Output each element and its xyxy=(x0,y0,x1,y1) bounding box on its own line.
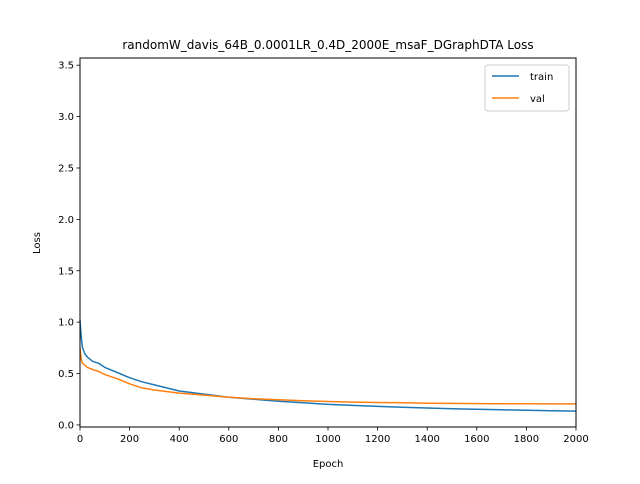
y-axis-label: Loss xyxy=(32,232,43,254)
x-tick-label: 1200 xyxy=(365,434,390,445)
y-tick-label: 1.5 xyxy=(58,266,74,277)
y-tick-label: 1.0 xyxy=(58,318,74,329)
x-tick-label: 0 xyxy=(77,434,83,445)
x-tick-label: 1600 xyxy=(464,434,489,445)
x-tick-label: 600 xyxy=(219,434,238,445)
y-tick-label: 0.0 xyxy=(58,420,74,431)
legend-box xyxy=(484,64,570,112)
y-tick-label: 3.5 xyxy=(58,61,74,72)
y-tick-label: 3.0 xyxy=(58,112,74,123)
x-tick-label: 1000 xyxy=(315,434,340,445)
plot-frame xyxy=(79,57,577,428)
y-tick-label: 2.0 xyxy=(58,215,74,226)
x-tick-label: 200 xyxy=(120,434,139,445)
y-tick-label: 0.5 xyxy=(58,369,74,380)
y-axis-ticks: 0.0 0.5 1.0 1.5 2.0 2.5 3.0 3.5 xyxy=(58,61,80,431)
series-line-train xyxy=(79,320,577,412)
legend: train val xyxy=(484,64,570,112)
x-tick-label: 400 xyxy=(170,434,189,445)
y-tick-label: 2.5 xyxy=(58,163,74,174)
x-tick-label: 1400 xyxy=(414,434,439,445)
legend-val-label: val xyxy=(530,94,545,105)
legend-train-label: train xyxy=(530,72,553,83)
plot-lines xyxy=(79,320,577,412)
x-axis-label: Epoch xyxy=(313,459,344,470)
series-line-val xyxy=(79,347,576,405)
chart-title: randomW_davis_64B_0.0001LR_0.4D_2000E_ms… xyxy=(122,38,533,52)
x-tick-label: 1800 xyxy=(514,434,539,445)
x-tick-label: 2000 xyxy=(563,434,588,445)
x-tick-label: 800 xyxy=(269,434,288,445)
x-axis-ticks: 0 200 400 600 800 1000 1200 1400 1600 1800 2000 xyxy=(77,427,589,445)
